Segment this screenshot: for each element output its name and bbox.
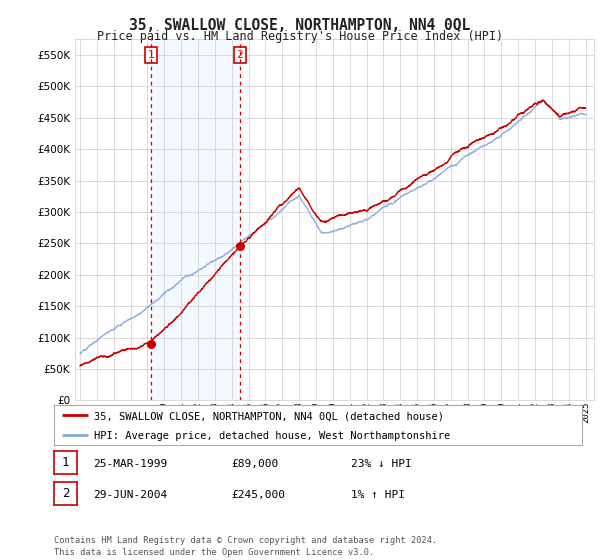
- Text: £245,000: £245,000: [231, 489, 285, 500]
- Text: 23% ↓ HPI: 23% ↓ HPI: [351, 459, 412, 469]
- Bar: [151, 39, 240, 400]
- Text: 1: 1: [62, 456, 69, 469]
- Text: 1: 1: [148, 50, 155, 60]
- Text: 35, SWALLOW CLOSE, NORTHAMPTON, NN4 0QL (detached house): 35, SWALLOW CLOSE, NORTHAMPTON, NN4 0QL …: [94, 411, 443, 421]
- Text: 1% ↑ HPI: 1% ↑ HPI: [351, 489, 405, 500]
- Text: 2: 2: [236, 50, 244, 60]
- Text: 29-JUN-2004: 29-JUN-2004: [93, 489, 167, 500]
- Text: Price paid vs. HM Land Registry's House Price Index (HPI): Price paid vs. HM Land Registry's House …: [97, 30, 503, 43]
- Text: Contains HM Land Registry data © Crown copyright and database right 2024.
This d: Contains HM Land Registry data © Crown c…: [54, 536, 437, 557]
- Text: 35, SWALLOW CLOSE, NORTHAMPTON, NN4 0QL: 35, SWALLOW CLOSE, NORTHAMPTON, NN4 0QL: [130, 18, 470, 33]
- Text: 2: 2: [62, 487, 69, 500]
- Text: 25-MAR-1999: 25-MAR-1999: [93, 459, 167, 469]
- Text: HPI: Average price, detached house, West Northamptonshire: HPI: Average price, detached house, West…: [94, 431, 450, 441]
- Text: £89,000: £89,000: [231, 459, 278, 469]
